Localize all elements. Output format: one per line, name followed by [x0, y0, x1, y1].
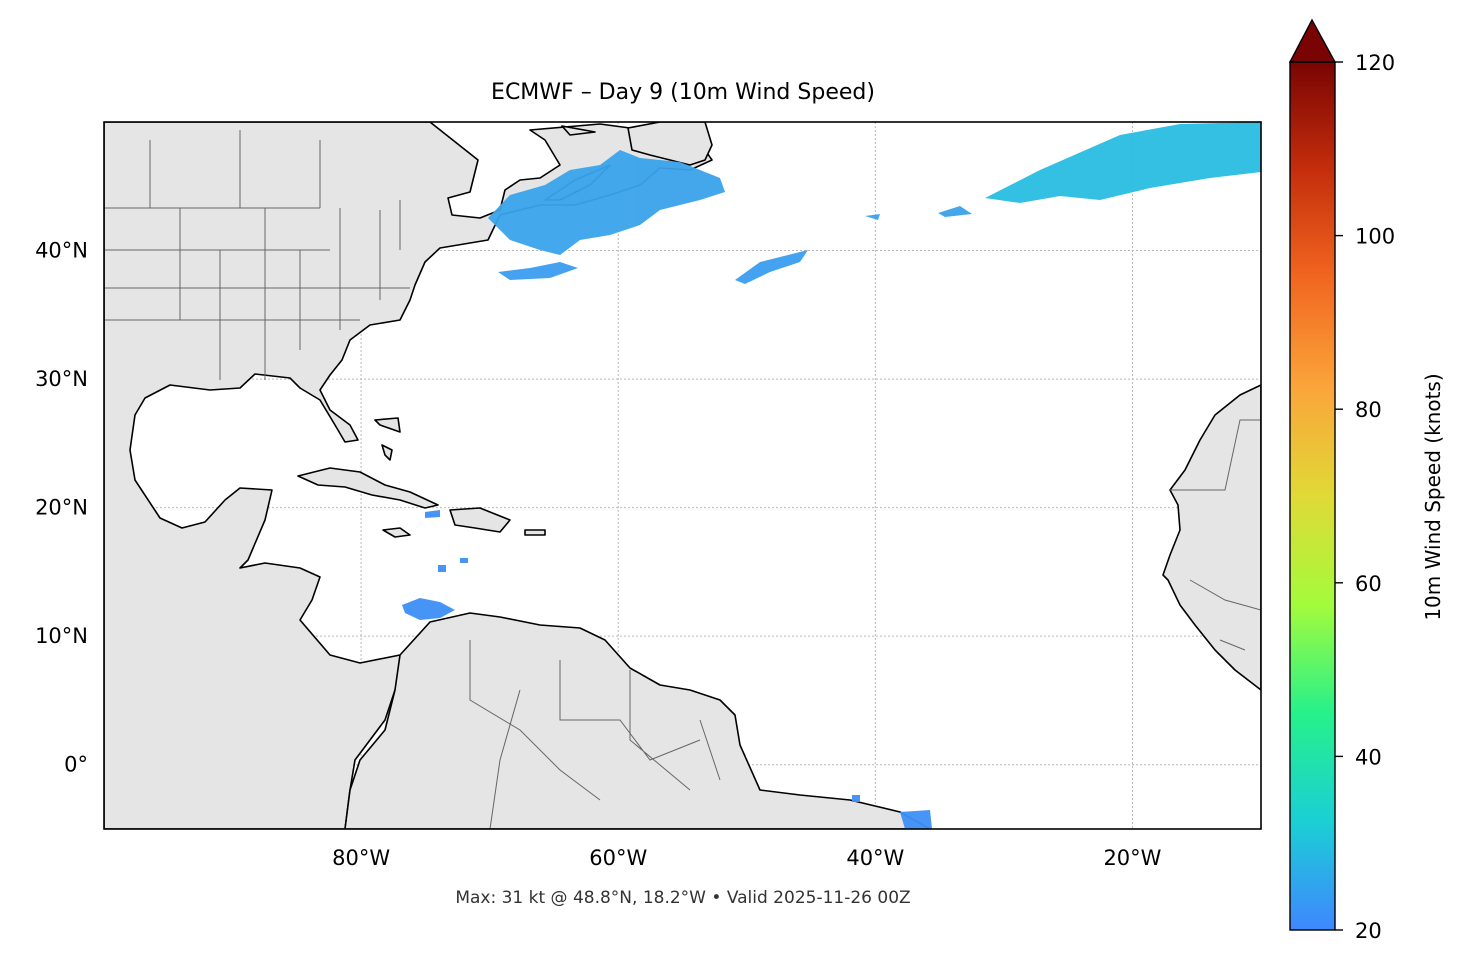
colorbar-tick-label: 20	[1355, 919, 1382, 943]
puerto-rico-island	[524, 529, 546, 536]
map-frame	[103, 121, 1262, 830]
map-area	[104, 122, 1261, 829]
colorbar-gradient	[1290, 62, 1335, 930]
colorbar-tick-label: 60	[1355, 572, 1382, 596]
land-masses	[104, 122, 1261, 829]
wind-central-atlantic-streak	[735, 250, 808, 284]
lon-tick-label: 60°W	[589, 846, 647, 870]
south-america-land	[344, 612, 931, 829]
footer-info: Max: 31 kt @ 48.8°N, 18.2°W • Valid 2025…	[455, 888, 910, 908]
hispaniola-island	[449, 507, 511, 533]
state-borders	[104, 130, 1261, 829]
lon-tick-label: 80°W	[332, 846, 390, 870]
longitude-axis: 80°W 60°W 40°W 20°W	[332, 846, 1162, 870]
anticosti-island	[561, 125, 596, 136]
wind-caribbean-patch	[402, 598, 455, 620]
africa-land	[1162, 384, 1261, 691]
lat-tick-label: 20°N	[35, 496, 88, 520]
latitude-axis: 40°N 30°N 20°N 10°N 0°	[35, 239, 88, 777]
jamaica-island	[382, 527, 411, 538]
colorbar-tick-label: 40	[1355, 745, 1382, 769]
colorbar-tick-label: 100	[1355, 225, 1395, 249]
colorbar-ticks: 20 40 60 80 100 120	[1335, 51, 1395, 943]
bahamas-islands	[374, 417, 401, 461]
wind-caribbean-dots	[425, 510, 468, 572]
wind-speed-overlay	[402, 122, 1261, 829]
map-title: ECMWF – Day 9 (10m Wind Speed)	[491, 80, 875, 105]
lat-tick-label: 10°N	[35, 624, 88, 648]
lon-tick-label: 40°W	[846, 846, 904, 870]
colorbar-frame	[1289, 61, 1336, 931]
lat-tick-label: 40°N	[35, 239, 88, 263]
colorbar-extend-arrow	[1288, 18, 1337, 63]
wind-north-atlantic-tail	[865, 206, 972, 220]
north-america-land	[104, 122, 713, 829]
lon-tick-label: 20°W	[1103, 846, 1161, 870]
colorbar-tick-label: 80	[1355, 398, 1382, 422]
wind-brazil-coast-patch	[852, 795, 932, 829]
colorbar-label: 10m Wind Speed (knots)	[1421, 373, 1445, 620]
newfoundland-island	[627, 122, 713, 166]
cuba-island	[297, 467, 439, 509]
wind-northeast-us-coastal	[488, 150, 725, 255]
lat-tick-label: 30°N	[35, 367, 88, 391]
lat-tick-label: 0°	[64, 753, 88, 777]
wind-ne-offshore-patch	[498, 262, 578, 280]
colorbar-tick-label: 120	[1355, 51, 1395, 75]
colorbar: 20 40 60 80 100 120 10m Wind Speed (knots)	[1288, 18, 1445, 943]
wind-north-atlantic-band	[985, 122, 1261, 203]
